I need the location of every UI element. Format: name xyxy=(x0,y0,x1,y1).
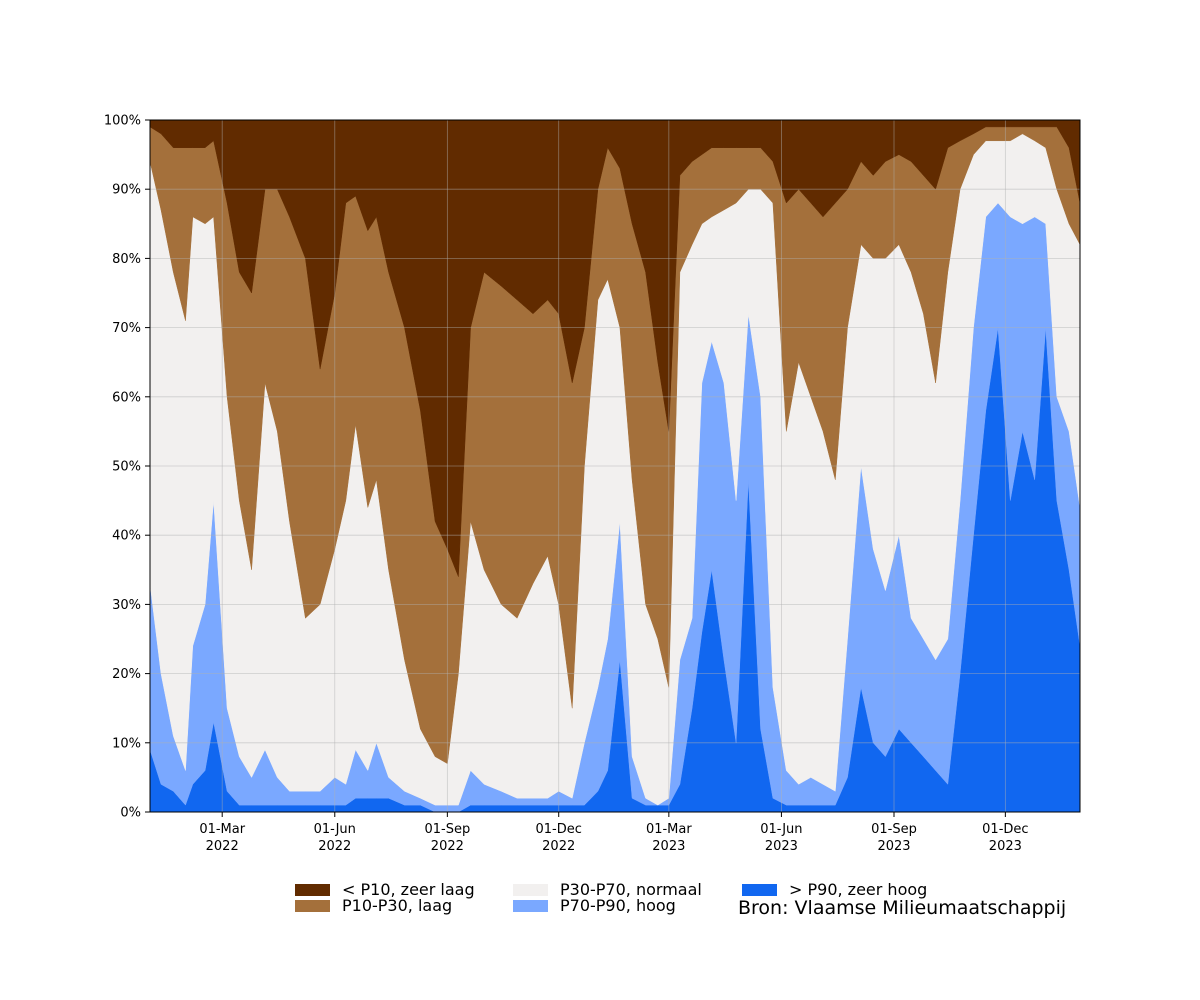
x-tick-year-label: 2023 xyxy=(877,839,910,854)
legend-label-zeer-hoog: > P90, zeer hoog xyxy=(789,880,928,899)
legend-swatch-normaal xyxy=(513,883,548,896)
legend-item-zeer-hoog: > P90, zeer hoog xyxy=(742,880,927,899)
legend-item-laag: P10-P30, laag xyxy=(295,896,452,915)
y-tick-label: 80% xyxy=(112,252,141,267)
y-tick-label: 90% xyxy=(112,183,141,198)
y-tick-label: 50% xyxy=(112,460,141,475)
legend-swatch-hoog xyxy=(513,899,548,912)
legend: < P10, zeer laag P10-P30, laag P30-P70, … xyxy=(295,880,1085,930)
y-tick-label: 100% xyxy=(104,114,141,129)
y-tick-label: 40% xyxy=(112,529,141,544)
gridlines xyxy=(150,119,1080,813)
x-tick-label: 01-Jun xyxy=(760,822,802,837)
x-tick-label: 01-Jun xyxy=(314,822,356,837)
source-credit: Bron: Vlaamse Milieumaatschappij xyxy=(738,897,1067,919)
legend-label-zeer-laag: < P10, zeer laag xyxy=(342,880,475,899)
x-tick-label: 01-Mar xyxy=(646,822,692,837)
x-tick-year-label: 2023 xyxy=(989,839,1022,854)
legend-swatch-zeer-hoog xyxy=(742,883,777,896)
y-tick-label: 10% xyxy=(112,736,141,751)
y-tick-label: 60% xyxy=(112,390,141,405)
x-tick-year-label: 2022 xyxy=(318,839,351,854)
legend-label-laag: P10-P30, laag xyxy=(342,896,453,915)
x-tick-label: 01-Sep xyxy=(424,822,470,837)
area-series-group xyxy=(149,119,1081,813)
x-tick-year-label: 2023 xyxy=(652,839,685,854)
x-tick-label: 01-Dec xyxy=(536,822,582,837)
legend-item-zeer-laag: < P10, zeer laag xyxy=(295,880,475,899)
legend-item-normaal: P30-P70, normaal xyxy=(513,880,702,899)
y-tick-label: 70% xyxy=(112,321,141,336)
legend-label-hoog: P70-P90, hoog xyxy=(560,896,676,915)
legend-label-normaal: P30-P70, normaal xyxy=(560,880,702,899)
y-tick-label: 0% xyxy=(120,806,141,821)
y-tick-label: 20% xyxy=(112,667,141,682)
x-axis: 01-Mar 2022 01-Jun 2022 01-Sep 2022 01-Dec 2022… xyxy=(199,812,1029,854)
legend-swatch-laag xyxy=(295,899,330,912)
legend-item-hoog: P70-P90, hoog xyxy=(513,896,676,915)
x-tick-label: 01-Sep xyxy=(871,822,917,837)
legend-swatch-zeer-laag xyxy=(295,883,330,896)
y-axis: 0% 10% 20% 30% 40% 50% 60% 70% 80% 90% 100% xyxy=(104,114,150,821)
x-tick-year-label: 2022 xyxy=(206,839,239,854)
x-tick-year-label: 2022 xyxy=(431,839,464,854)
y-tick-label: 30% xyxy=(112,598,141,613)
x-tick-label: 01-Mar xyxy=(199,822,245,837)
x-tick-label: 01-Dec xyxy=(982,822,1028,837)
x-tick-year-label: 2023 xyxy=(765,839,798,854)
x-tick-year-label: 2022 xyxy=(542,839,575,854)
